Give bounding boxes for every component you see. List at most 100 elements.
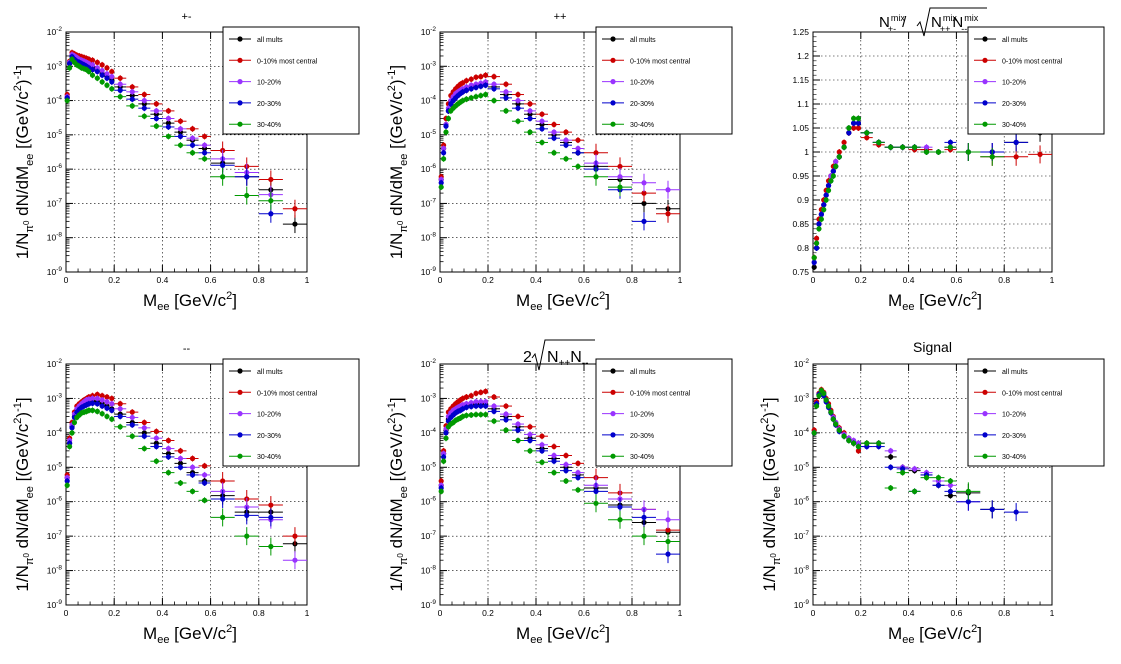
label-span: -5 (56, 461, 62, 468)
x-tick-label: 1 (305, 608, 310, 618)
label-span: -7 (430, 197, 436, 204)
data-point (491, 418, 497, 424)
y-tick-label: 10-7 (421, 530, 437, 541)
data-point (813, 245, 820, 251)
data-point (947, 493, 954, 499)
data-point (864, 130, 870, 136)
x-tick-label: 0 (811, 608, 816, 618)
data-point (473, 84, 479, 91)
data-point (99, 403, 105, 409)
y-tick-label: 0.9 (797, 195, 809, 205)
legend-label: 30-40% (257, 454, 281, 461)
data-point (117, 81, 123, 87)
data-point (443, 129, 449, 135)
x-tick-label: 1 (678, 608, 683, 618)
data-point (189, 135, 196, 141)
data-point (483, 72, 489, 78)
data-point (153, 443, 159, 450)
data-point (201, 472, 208, 478)
data-point (821, 207, 827, 213)
label-span: -2 (430, 358, 436, 365)
data-point (816, 221, 822, 227)
data-point (483, 411, 489, 418)
legend-marker (610, 411, 616, 417)
data-point (94, 65, 100, 71)
data-point (665, 527, 671, 533)
data-point (888, 464, 894, 470)
label-span: 0 (396, 553, 405, 558)
data-point (441, 150, 447, 156)
label-span: dN/dM (387, 498, 406, 553)
data-point (99, 411, 105, 417)
data-point (177, 460, 184, 466)
label-span: π (398, 225, 410, 233)
y-tick-label: 1.15 (792, 75, 809, 85)
data-point (830, 168, 836, 174)
data-point (593, 488, 599, 494)
data-point (665, 517, 671, 523)
legend-marker (982, 100, 988, 106)
data-point (129, 84, 135, 90)
legend-marker (237, 368, 243, 374)
data-point (473, 390, 479, 396)
label-span: dN/dM (13, 498, 32, 553)
label-span: 0 (769, 553, 778, 558)
label-span: -1 (12, 402, 24, 412)
x-tick-label: 0.4 (530, 608, 542, 618)
legend-marker (237, 36, 243, 42)
data-point (935, 149, 942, 155)
data-point (841, 433, 847, 439)
x-tick-label: 0.6 (578, 608, 590, 618)
x-tick-label: 0.2 (108, 275, 120, 285)
x-tick-label: 1 (1050, 608, 1055, 618)
data-point (503, 417, 509, 423)
x-axis-label: Mee [GeV/c2] (516, 623, 610, 646)
chart-title: 2 (523, 349, 532, 366)
sqrt-sign (916, 7, 987, 37)
x-tick-label: 0.6 (205, 275, 217, 285)
data-point (823, 197, 829, 203)
label-span: -3 (430, 392, 436, 399)
label-span: 1/N (13, 233, 32, 259)
x-tick-label: 0 (811, 275, 816, 285)
data-point (491, 403, 497, 409)
chart-title: Nmix +- / (879, 13, 907, 34)
data-point (478, 389, 484, 395)
data-point (491, 97, 497, 104)
data-point (900, 470, 906, 476)
series-4 (64, 400, 283, 527)
legend-label: all mults (1002, 369, 1028, 376)
label-span: 0 (22, 220, 31, 225)
label-span: -9 (803, 599, 809, 606)
y-tick-label: 10-9 (47, 266, 63, 277)
y-tick-label: 10-5 (47, 461, 63, 472)
data-point (201, 463, 208, 469)
label-span: 2 (12, 418, 24, 424)
label-span: 10 (47, 566, 57, 576)
legend-label: 30-40% (1002, 122, 1026, 129)
y-tick-label: 10-8 (47, 565, 63, 576)
panel-3: 0 0.2 0.4 0.6 0.8 1 0.75 0.8 0.85 0.9 0.95 1 1.05 1.1… (792, 7, 1105, 313)
data-point (201, 480, 208, 486)
data-point (491, 86, 497, 92)
legend-box (222, 358, 360, 467)
data-point (813, 240, 820, 246)
label-span: -4 (803, 427, 809, 434)
x-tick-label: 1 (678, 275, 683, 285)
data-point (201, 497, 208, 503)
label-span: ) (13, 412, 32, 418)
label-span: 10 (794, 359, 804, 369)
legend-label: 20-30% (1002, 433, 1026, 440)
y-tick-label: 10-4 (47, 95, 63, 106)
label-span: 10 (421, 428, 431, 438)
legend-marker (610, 432, 616, 438)
data-point (189, 472, 196, 478)
label-span: 2 (759, 418, 771, 424)
data-point (855, 448, 862, 454)
data-point (851, 440, 857, 446)
y-tick-label: 10-5 (421, 129, 437, 140)
data-point (833, 421, 839, 427)
legend-label: 30-40% (257, 122, 281, 129)
label-span: [(GeV/c (387, 423, 406, 486)
